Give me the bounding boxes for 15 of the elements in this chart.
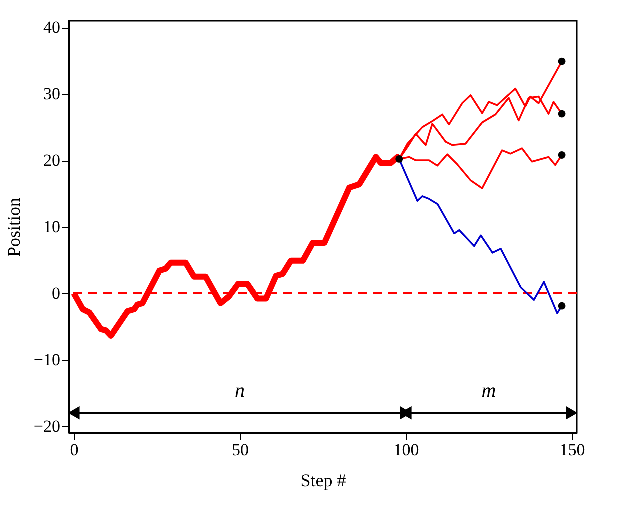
annotation: n (234, 380, 245, 402)
y-tick-label: 0 (52, 284, 60, 303)
y-tick-label: 40 (44, 18, 60, 38)
x-axis-title: Step # (300, 470, 346, 490)
y-tick-label: 10 (44, 218, 60, 236)
y-tick-label: 20 (44, 151, 60, 170)
y-tick-label: 30 (44, 84, 60, 104)
annotation: m (482, 380, 496, 402)
y-tick-label: −10 (34, 350, 60, 370)
x-tick-label: 0 (70, 440, 79, 460)
y-tick-label: −20 (34, 416, 60, 436)
x-tick-label: 150 (560, 440, 586, 460)
x-tick-label: 100 (394, 440, 420, 460)
x-tick-label: 50 (232, 440, 249, 460)
y-axis-title: Position (4, 198, 24, 258)
